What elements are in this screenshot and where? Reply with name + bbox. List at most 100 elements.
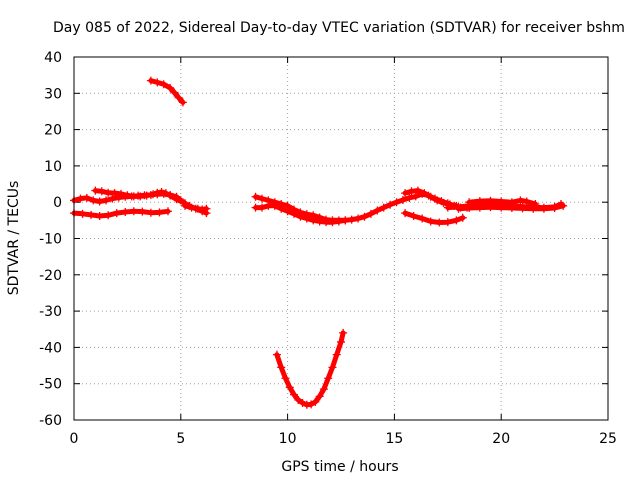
data-point [193, 204, 202, 213]
data-point [420, 189, 429, 198]
data-point [550, 204, 559, 213]
data-point [294, 396, 303, 405]
data-point [452, 216, 461, 225]
data-point [163, 207, 172, 216]
data-point [155, 208, 164, 217]
y-tick-label: 30 [44, 86, 62, 102]
data-point [159, 80, 168, 89]
data-series [70, 76, 568, 409]
data-point [272, 350, 281, 359]
data-point [354, 214, 363, 223]
data-point [328, 363, 337, 372]
series-arc-c [70, 207, 172, 220]
data-point [360, 212, 369, 221]
data-point [87, 210, 96, 219]
data-point [507, 198, 516, 207]
data-point [283, 207, 292, 216]
axis-ticks: 0 5 10 15 20 25 40 30 20 10 0 -10 -20 -30 -40 -50 -60 [39, 50, 617, 447]
data-point [405, 193, 414, 202]
data-point [172, 195, 181, 204]
data-point [309, 216, 318, 225]
data-point [407, 187, 416, 196]
data-point [161, 189, 170, 198]
data-point [531, 200, 540, 209]
data-point [311, 397, 320, 406]
data-point [91, 186, 100, 195]
data-point [174, 93, 183, 102]
series-arc-m [272, 328, 348, 409]
data-point [102, 196, 111, 205]
data-point [110, 189, 119, 198]
series-arc-d [146, 76, 187, 107]
data-point [334, 217, 343, 226]
data-point [95, 211, 104, 220]
x-tick-label: 5 [176, 431, 185, 447]
data-point [290, 390, 299, 399]
data-point [559, 201, 568, 210]
data-point [386, 200, 395, 209]
grid-lines [74, 57, 608, 420]
data-point [76, 194, 85, 203]
data-point [454, 204, 463, 213]
chart-title: Day 085 of 2022, Sidereal Day-to-day VTE… [53, 20, 625, 36]
series-arc-i [401, 209, 467, 227]
data-point [97, 187, 106, 196]
data-point [516, 196, 525, 205]
data-point [315, 217, 324, 226]
data-point [146, 76, 155, 85]
data-point [129, 207, 138, 216]
data-point [411, 192, 420, 201]
data-point [296, 212, 305, 221]
data-point [136, 192, 145, 201]
data-point [392, 198, 401, 207]
data-point [82, 193, 91, 202]
data-point [170, 88, 179, 97]
data-point [89, 196, 98, 205]
data-point [433, 196, 442, 205]
series-trace [274, 330, 346, 408]
data-point [95, 197, 104, 206]
x-tick-label: 20 [492, 431, 510, 447]
data-point [328, 218, 337, 227]
data-point [522, 197, 531, 206]
data-point [142, 191, 151, 200]
data-point [409, 211, 418, 220]
data-point [257, 194, 266, 203]
data-point [439, 198, 448, 207]
y-tick-label: 40 [44, 50, 62, 66]
data-point [146, 208, 155, 217]
data-point [251, 192, 260, 201]
data-point [153, 188, 162, 197]
data-point [379, 203, 388, 212]
data-point [529, 204, 538, 213]
data-point [435, 218, 444, 227]
data-point [339, 328, 348, 337]
data-point [121, 208, 130, 217]
data-point [475, 197, 484, 206]
data-point [486, 196, 495, 205]
data-point [281, 374, 290, 383]
x-tick-label: 15 [385, 431, 403, 447]
data-point [149, 190, 158, 199]
data-point [112, 209, 121, 218]
data-point [198, 205, 207, 214]
data-point [366, 209, 375, 218]
data-point [443, 203, 452, 212]
y-tick-label: -20 [39, 268, 62, 284]
y-tick-label: -10 [39, 232, 62, 248]
data-point [153, 78, 162, 87]
data-point [319, 385, 328, 394]
series-arc-e [181, 201, 211, 214]
data-point [157, 188, 166, 197]
data-point [465, 198, 474, 207]
data-point [398, 196, 407, 205]
data-point [181, 201, 190, 210]
series-arc-l [465, 196, 540, 209]
data-point [138, 207, 147, 216]
data-point [108, 194, 117, 203]
data-point [373, 206, 382, 215]
data-point [418, 214, 427, 223]
data-point [78, 209, 87, 218]
series-arc-f [251, 189, 472, 225]
